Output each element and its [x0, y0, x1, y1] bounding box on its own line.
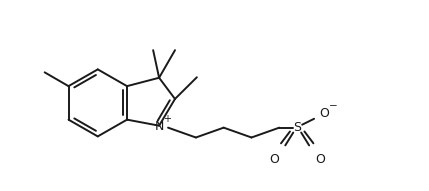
Text: O: O: [319, 107, 329, 120]
Text: −: −: [329, 101, 337, 111]
Text: O: O: [269, 153, 279, 166]
Text: O: O: [315, 153, 325, 166]
Text: S: S: [293, 121, 301, 134]
Text: +: +: [163, 114, 171, 124]
Text: N: N: [154, 120, 164, 133]
